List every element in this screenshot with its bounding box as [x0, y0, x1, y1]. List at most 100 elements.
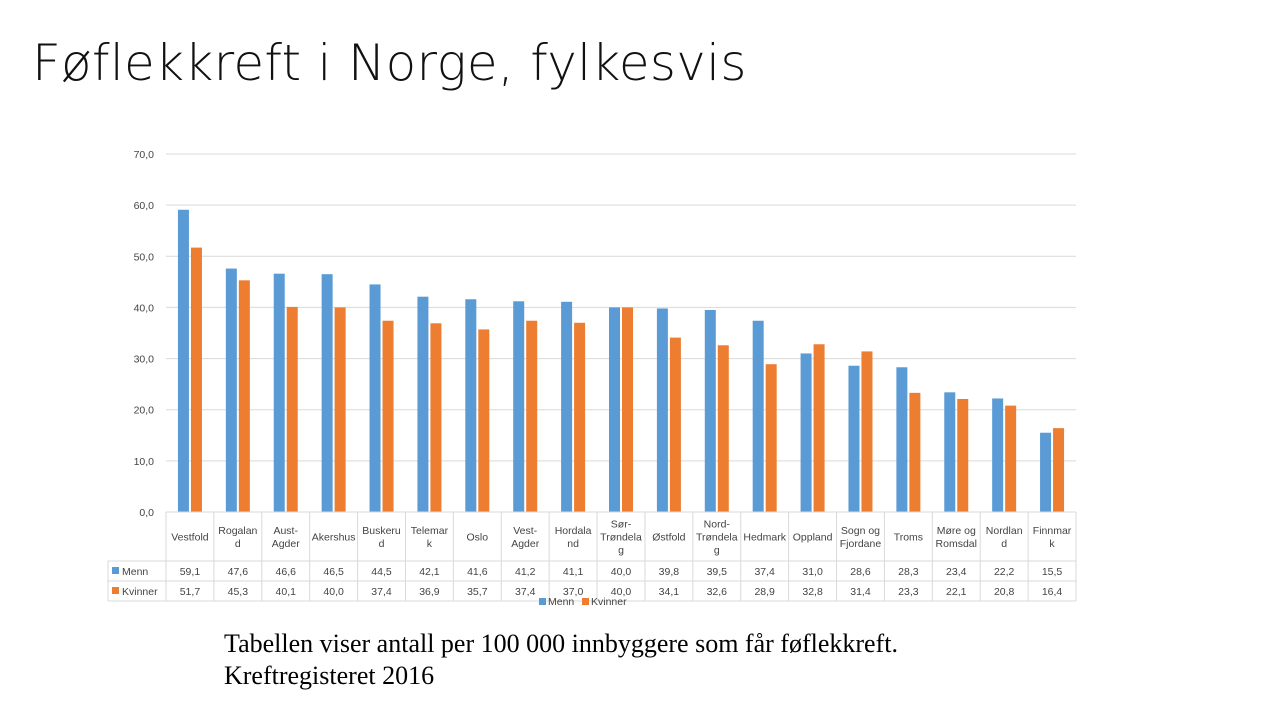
data-label: 35,7: [467, 586, 488, 598]
bar-kvinner: [1005, 405, 1017, 512]
category-label: Sogn og Fjordane: [840, 525, 882, 550]
bar-menn: [177, 209, 189, 512]
y-tick-label: 40,0: [134, 302, 155, 314]
data-label: 16,4: [1042, 586, 1063, 598]
y-tick-label: 0,0: [139, 507, 154, 519]
category-label: Oppland: [793, 532, 833, 544]
bar-menn: [944, 392, 956, 512]
bar-menn: [225, 268, 237, 512]
category-label: Østfold: [652, 532, 685, 544]
data-label: 15,5: [1042, 566, 1063, 578]
data-label: 41,6: [467, 566, 488, 578]
data-label: 51,7: [180, 586, 201, 598]
category-label: Nord-Trøndela g: [696, 519, 738, 557]
bar-kvinner: [813, 344, 825, 512]
category-label: Møre og Romsdal: [936, 525, 977, 550]
category-label: Telemar k: [411, 525, 449, 550]
data-label: 36,9: [419, 586, 440, 598]
bar-kvinner: [1053, 428, 1065, 512]
data-label: 42,1: [419, 566, 440, 578]
y-tick-label: 30,0: [134, 354, 155, 366]
bar-menn: [369, 284, 381, 512]
bar-menn: [992, 398, 1004, 512]
bar-menn: [800, 353, 812, 512]
data-label: 37,4: [515, 586, 536, 598]
bar-menn: [513, 301, 525, 512]
data-label: 46,5: [323, 566, 344, 578]
bar-kvinner: [765, 364, 777, 512]
data-label: 22,1: [946, 586, 967, 598]
data-label: 37,4: [371, 586, 392, 598]
data-label: 40,0: [611, 566, 632, 578]
caption: Tabellen viser antall per 100 000 innbyg…: [224, 628, 898, 692]
data-label: 32,6: [707, 586, 728, 598]
category-label: Sør-Trøndela g: [600, 519, 642, 557]
data-label: 34,1: [659, 586, 680, 598]
bar-menn: [1040, 432, 1052, 512]
y-tick-label: 50,0: [134, 251, 155, 263]
data-label: 37,4: [754, 566, 775, 578]
legend-key-kvinner: [112, 587, 119, 594]
y-tick-label: 70,0: [134, 149, 155, 161]
bar-menn: [273, 273, 285, 512]
data-label: 37,0: [563, 586, 584, 598]
bar-kvinner: [526, 320, 538, 512]
bar-kvinner: [334, 307, 346, 512]
caption-line-2: Kreftregisteret 2016: [224, 661, 435, 690]
data-label: 46,6: [276, 566, 297, 578]
row-label-menn: Menn: [122, 566, 148, 578]
data-label: 39,5: [707, 566, 728, 578]
bar-kvinner: [238, 280, 250, 512]
y-tick-label: 10,0: [134, 456, 155, 468]
data-label: 23,3: [898, 586, 919, 598]
data-label: 28,3: [898, 566, 919, 578]
y-tick-label: 20,0: [134, 405, 155, 417]
caption-line-1: Tabellen viser antall per 100 000 innbyg…: [224, 629, 898, 658]
data-label: 44,5: [371, 566, 392, 578]
slide-title: Føflekkreft i Norge, fylkesvis: [32, 34, 747, 92]
data-label: 59,1: [180, 566, 201, 578]
bar-kvinner: [190, 247, 202, 512]
bar-kvinner: [909, 392, 921, 512]
bar-kvinner: [669, 337, 681, 512]
y-tick-label: 60,0: [134, 200, 155, 212]
bar-kvinner: [382, 320, 394, 512]
data-label: 40,0: [611, 586, 632, 598]
category-label: Buskeru d: [362, 525, 401, 550]
category-label: Hordala nd: [555, 525, 592, 550]
category-label: Vest-Agder: [511, 525, 540, 550]
legend-label-kvinner: Kvinner: [591, 596, 627, 608]
bar-kvinner: [957, 398, 969, 512]
category-label: Aust-Agder: [272, 525, 301, 550]
data-label: 32,8: [802, 586, 823, 598]
category-label: Rogalan d: [218, 525, 257, 550]
category-label: Akershus: [312, 532, 356, 544]
data-label: 45,3: [228, 586, 249, 598]
data-label: 28,9: [754, 586, 775, 598]
bar-menn: [609, 307, 620, 512]
bar-menn: [417, 296, 429, 512]
bar-kvinner: [622, 307, 633, 512]
bar-menn: [752, 320, 764, 512]
data-label: 47,6: [228, 566, 249, 578]
data-label: 41,1: [563, 566, 584, 578]
data-label: 31,4: [850, 586, 871, 598]
bar-kvinner: [861, 351, 873, 512]
legend-swatch-kvinner: [582, 598, 589, 605]
data-label: 39,8: [659, 566, 680, 578]
data-label: 23,4: [946, 566, 967, 578]
data-label: 31,0: [802, 566, 823, 578]
legend-swatch-menn: [539, 598, 546, 605]
data-label: 20,8: [994, 586, 1015, 598]
bar-kvinner: [430, 323, 442, 512]
bar-menn: [465, 299, 477, 512]
data-label: 40,1: [276, 586, 297, 598]
legend-key-menn: [112, 567, 119, 574]
data-label: 41,2: [515, 566, 536, 578]
category-label: Oslo: [467, 532, 489, 544]
category-label: Vestfold: [171, 532, 209, 544]
bar-kvinner: [286, 306, 298, 512]
row-label-kvinner: Kvinner: [122, 586, 158, 598]
bar-menn: [704, 309, 716, 512]
